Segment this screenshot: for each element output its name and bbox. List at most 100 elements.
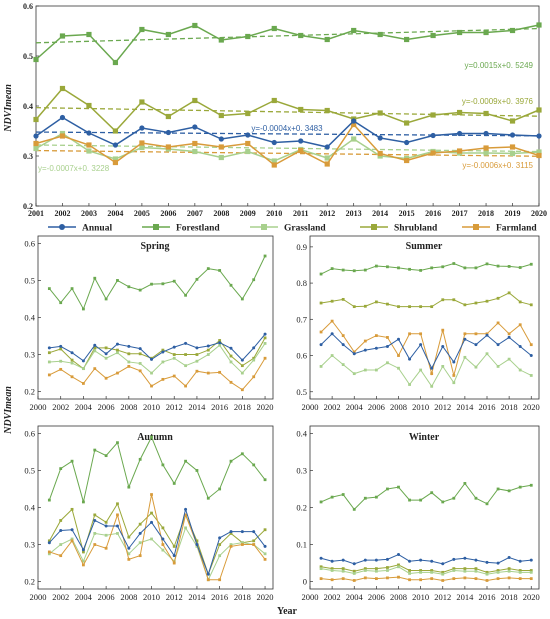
trend-equation-shrubland: y=-0.0009x+0. 3976 [462, 97, 534, 106]
spring-xtick-label: 2000 [30, 402, 47, 412]
winter-xtick-label: 2016 [479, 592, 496, 602]
spring-series-line-farmland [49, 357, 266, 391]
winter-point-farmland [529, 577, 533, 581]
summer-point-shrubland [463, 303, 467, 307]
winter-point-forestland [330, 495, 334, 499]
autumn-point-grassland [229, 543, 233, 546]
spring-point-forestland [206, 267, 210, 270]
autumn-point-forestland [172, 482, 176, 485]
spring-point-shrubland [229, 354, 233, 358]
autumn-point-farmland [240, 543, 244, 546]
summer-point-farmland [363, 339, 367, 343]
winter-xtick-label: 2004 [346, 592, 364, 602]
summer-point-farmland [474, 332, 478, 336]
autumn-point-farmland [82, 563, 85, 567]
spring-point-annual [218, 341, 222, 345]
winter-point-forestland [474, 496, 478, 500]
summer-point-forestland [374, 264, 378, 268]
autumn-point-grassland [195, 544, 199, 548]
winter-point-shrubland [386, 566, 389, 569]
summer-xtick-label: 2004 [346, 402, 364, 412]
summer-point-shrubland [452, 298, 456, 302]
autumn-point-annual [59, 528, 63, 532]
spring-point-grassland [218, 343, 222, 347]
winter-xtick-label: 2000 [302, 592, 319, 602]
winter-point-farmland [363, 576, 367, 580]
winter-point-grassland [352, 572, 356, 575]
annual-point-farmland [192, 140, 198, 147]
annual-xtick-label: 2004 [107, 209, 123, 218]
autumn-series-line-forestland [48, 435, 266, 503]
spring-panel-title: Spring [141, 241, 170, 252]
spring-ndvi-chart: Spring 2000 2002 2004 2006 2008 2010 2012 2014 2… [24, 235, 274, 412]
summer-point-farmland [518, 323, 522, 327]
autumn-point-forestland [127, 485, 131, 489]
winter-point-farmland [341, 577, 345, 581]
annual-point-grassland [192, 148, 198, 155]
summer-point-grassland [518, 368, 522, 372]
annual-point-forestland [165, 31, 171, 38]
summer-plot-frame [309, 235, 540, 400]
spring-point-farmland [218, 370, 222, 374]
summer-point-shrubland [363, 304, 367, 308]
autumn-point-farmland [59, 554, 63, 558]
y-axis-label-top: NDVImean [3, 84, 14, 133]
annual-point-grassland [509, 150, 516, 157]
annual-point-shrubland [192, 97, 198, 104]
autumn-point-annual [240, 530, 244, 534]
summer-point-annual [341, 343, 345, 347]
autumn-point-forestland [138, 457, 142, 461]
summer-point-farmland [496, 321, 500, 325]
annual-xtick-label: 2009 [240, 209, 256, 218]
winter-point-grassland [374, 569, 378, 573]
summer-point-grassland [408, 383, 411, 386]
summer-ytick-label: 0.9 [296, 242, 307, 252]
annual-point-farmland [298, 147, 304, 154]
autumn-point-grassland [47, 552, 51, 556]
trendline-annual [35, 131, 540, 137]
autumn-point-shrubland [218, 543, 222, 546]
winter-point-shrubland [463, 567, 467, 571]
autumn-point-farmland [116, 513, 119, 517]
winter-point-annual [408, 559, 412, 563]
trendline-farmland [35, 149, 540, 157]
summer-ytick-label: 0.7 [296, 314, 307, 324]
annual-point-farmland [456, 148, 463, 154]
annual-point-shrubland [59, 85, 66, 92]
winter-point-grassland [408, 572, 411, 575]
autumn-xtick-label: 2004 [75, 592, 93, 602]
summer-point-forestland [341, 268, 345, 272]
annual-point-farmland [86, 142, 92, 148]
annual-xtick-label: 2005 [134, 209, 150, 218]
summer-point-shrubland [341, 297, 345, 301]
summer-point-grassland [529, 374, 533, 377]
spring-point-shrubland [104, 346, 108, 350]
annual-ytick-label: 0.5 [23, 52, 33, 61]
spring-point-farmland [138, 369, 142, 373]
summer-point-annual [363, 348, 367, 352]
summer-xtick-label: 2018 [501, 402, 518, 412]
annual-ndvi-chart: 2001 2002 2003 2004 2005 2006 2007 2008 2009 2010… [3, 2, 547, 218]
summer-xtick-label: 2006 [368, 402, 385, 412]
annual-point-forestland [536, 22, 542, 28]
summer-point-annual [374, 346, 378, 350]
annual-point-forestland [33, 56, 39, 63]
spring-point-forestland [184, 293, 187, 297]
autumn-point-grassland [218, 554, 222, 558]
spring-point-farmland [104, 376, 108, 380]
annual-xtick-label: 2013 [346, 209, 362, 218]
annual-point-annual [298, 138, 304, 144]
winter-point-grassland [529, 570, 533, 574]
annual-point-shrubland [271, 97, 277, 104]
winter-point-annual [474, 558, 478, 562]
winter-point-forestland [529, 483, 533, 487]
winter-point-farmland [485, 579, 489, 582]
spring-point-forestland [229, 283, 233, 287]
autumn-point-forestland [240, 452, 244, 456]
autumn-point-grassland [161, 548, 165, 552]
spring-point-farmland [263, 356, 267, 360]
summer-point-shrubland [419, 305, 423, 309]
autumn-xtick-label: 2006 [98, 592, 115, 602]
spring-point-farmland [229, 380, 233, 384]
winter-point-annual [419, 558, 423, 562]
